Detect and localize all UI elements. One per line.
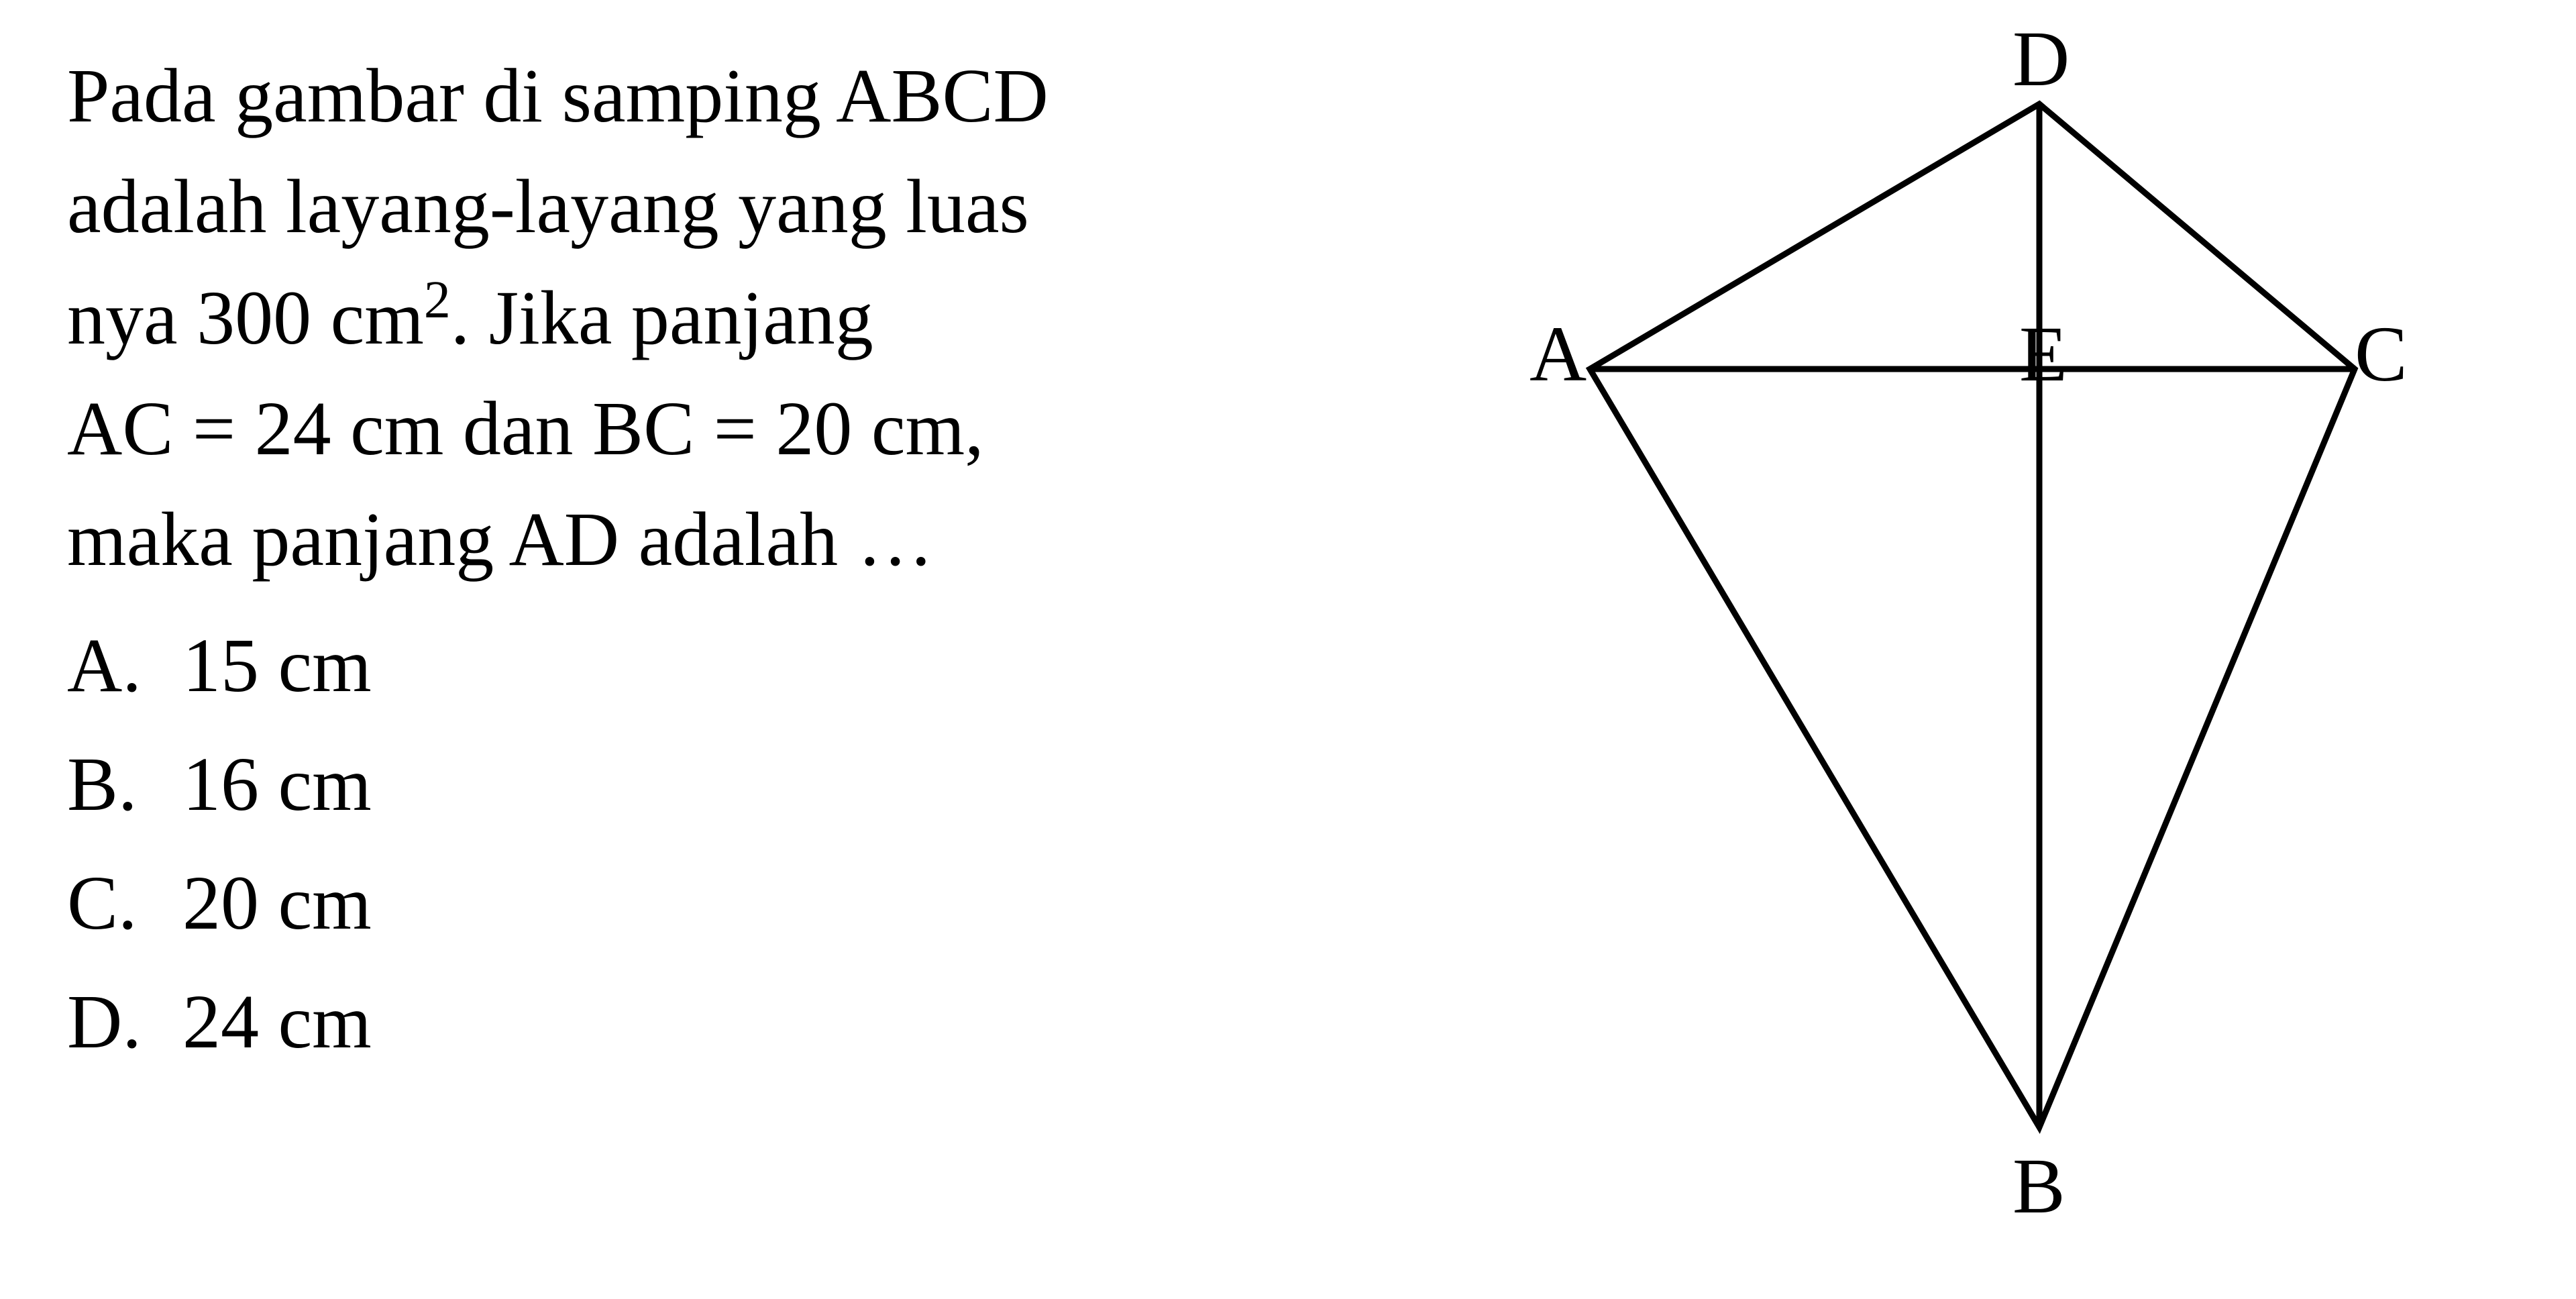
options-list: A. 15 cm B. 16 cm C. 20 cm D. 24 cm [67,607,1409,1081]
page-root: Pada gambar di samping ABCD adalah layan… [0,0,2576,1288]
kite-outline [1590,104,2355,1127]
q3-post: . Jika panjang [451,275,873,360]
kite-svg [1529,40,2402,1248]
option-a: A. 15 cm [67,607,1409,725]
vertex-label-b: B [2012,1141,2065,1232]
option-c-letter: C. [67,844,154,963]
kite-figure: D A E C B [1529,40,2402,1248]
question-line-5: maka panjang AD adalah … [67,484,1409,594]
question-line-2: adalah layang-layang yang luas [67,151,1409,262]
vertex-label-c: C [2355,309,2408,400]
question-line-3: nya 300 cm2. Jika panjang [67,262,1409,373]
option-c-text: 20 cm [182,844,372,963]
vertex-label-a: A [1529,309,1587,400]
q3-sup: 2 [424,270,451,329]
question-line-4: AC = 24 cm dan BC = 20 cm, [67,373,1409,484]
q3-pre: nya 300 cm [67,275,424,360]
vertex-label-e: E [2019,309,2068,400]
option-b: B. 16 cm [67,725,1409,844]
option-d-letter: D. [67,963,154,1082]
question-line-1: Pada gambar di samping ABCD [67,40,1409,151]
option-a-text: 15 cm [182,607,372,725]
vertex-label-d: D [2012,13,2070,105]
option-b-letter: B. [67,725,154,844]
option-b-text: 16 cm [182,725,372,844]
option-c: C. 20 cm [67,844,1409,963]
option-d: D. 24 cm [67,963,1409,1082]
question-column: Pada gambar di samping ABCD adalah layan… [67,40,1409,1248]
option-d-text: 24 cm [182,963,372,1082]
option-a-letter: A. [67,607,154,725]
